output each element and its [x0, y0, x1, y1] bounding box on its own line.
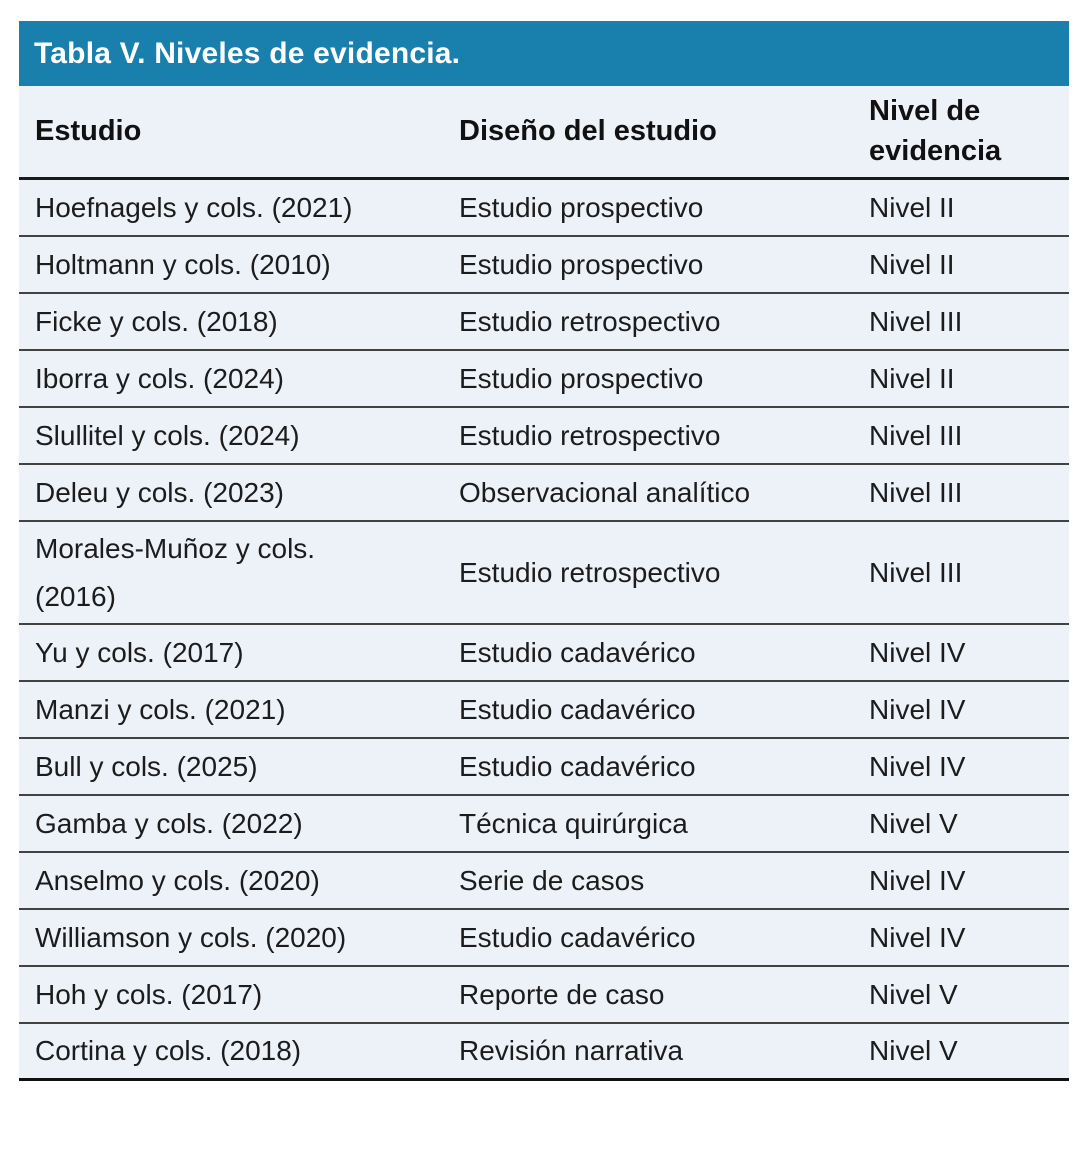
- cell-nivel-de-evidencia: Nivel IV: [869, 921, 966, 953]
- cell-diseno-del-estudio: Observacional analítico: [459, 476, 751, 508]
- table-rows-container: Hoefnagels y cols. (2021) Estudio prospec…: [19, 180, 1069, 1082]
- cell-estudio: Hoh y cols. (2017): [35, 978, 263, 1010]
- column-header-estudio: Estudio: [35, 114, 142, 147]
- cell-estudio: Bull y cols. (2025): [35, 750, 258, 782]
- cell-nivel-de-evidencia: Nivel V: [869, 978, 958, 1010]
- cell-diseno-del-estudio: Estudio retrospectivo: [459, 419, 721, 451]
- cell-estudio: Williamson y cols. (2020): [35, 921, 347, 953]
- cell-nivel-de-evidencia: Nivel II: [869, 248, 955, 280]
- cell-nivel-de-evidencia: Nivel IV: [869, 864, 966, 896]
- table-row: Hoh y cols. (2017) Reporte de caso Nivel V: [19, 967, 1069, 1025]
- cell-diseno-del-estudio: Estudio retrospectivo: [459, 556, 721, 588]
- table-header-row: Estudio Diseño del estudio Nivel de evid…: [19, 86, 1069, 180]
- cell-diseno-del-estudio: Estudio cadavérico: [459, 750, 696, 782]
- column-header-nivel-de-evidencia: Nivel de evidencia: [869, 95, 1002, 167]
- evidence-levels-table: Tabla V. Niveles de evidencia. Estudio D…: [19, 21, 1069, 1082]
- table-title-bar: Tabla V. Niveles de evidencia.: [19, 21, 1069, 86]
- cell-nivel-de-evidencia: Nivel II: [869, 362, 955, 394]
- table-row: Yu y cols. (2017) Estudio cadavérico Nivel…: [19, 625, 1069, 683]
- table-row: Slullitel y cols. (2024) Estudio retrospe…: [19, 408, 1069, 465]
- cell-diseno-del-estudio: Revisión narrativa: [459, 1035, 684, 1067]
- cell-diseno-del-estudio: Estudio cadavérico: [459, 636, 696, 668]
- cell-diseno-del-estudio: Técnica quirúrgica: [459, 807, 688, 839]
- cell-estudio: Cortina y cols. (2018): [35, 1035, 302, 1067]
- table-row: Williamson y cols. (2020) Estudio cadavér…: [19, 910, 1069, 968]
- cell-diseno-del-estudio: Estudio cadavérico: [459, 921, 696, 953]
- table-row: Cortina y cols. (2018) Revisión narrativa…: [19, 1024, 1069, 1082]
- cell-estudio: Gamba y cols. (2022): [35, 807, 303, 839]
- cell-nivel-de-evidencia: Nivel IV: [869, 636, 966, 668]
- cell-estudio: Yu y cols. (2017): [35, 636, 244, 668]
- table-row: Anselmo y cols. (2020) Serie de casos Nive…: [19, 853, 1069, 911]
- table-row: Deleu y cols. (2023) Observacional analít…: [19, 465, 1069, 522]
- cell-nivel-de-evidencia: Nivel III: [869, 556, 963, 588]
- table-body-area: Estudio Diseño del estudio Nivel de evid…: [19, 86, 1069, 1082]
- table-row: Hoefnagels y cols. (2021) Estudio prospec…: [19, 180, 1069, 237]
- cell-diseno-del-estudio: Estudio cadavérico: [459, 693, 696, 725]
- table-row: Holtmann y cols. (2010) Estudio prospecti…: [19, 237, 1069, 294]
- cell-diseno-del-estudio: Serie de casos: [459, 864, 645, 896]
- table-row: Iborra y cols. (2024) Estudio prospectivo…: [19, 351, 1069, 408]
- table-row: Gamba y cols. (2022) Técnica quirúrgica Ni…: [19, 796, 1069, 854]
- column-header-diseno-del-estudio: Diseño del estudio: [459, 114, 717, 147]
- table-row: Manzi y cols. (2021) Estudio cadavérico Ni…: [19, 682, 1069, 740]
- cell-diseno-del-estudio: Estudio prospectivo: [459, 248, 704, 280]
- cell-diseno-del-estudio: Reporte de caso: [459, 978, 665, 1010]
- cell-estudio: Holtmann y cols. (2010): [35, 248, 331, 280]
- cell-nivel-de-evidencia: Nivel II: [869, 191, 955, 223]
- cell-estudio: Manzi y cols. (2021): [35, 693, 286, 725]
- cell-nivel-de-evidencia: Nivel V: [869, 807, 958, 839]
- cell-estudio: Hoefnagels y cols. (2021): [35, 191, 353, 223]
- cell-estudio: Iborra y cols. (2024): [35, 362, 284, 394]
- table-row: Ficke y cols. (2018) Estudio retrospectiv…: [19, 294, 1069, 351]
- cell-diseno-del-estudio: Estudio prospectivo: [459, 191, 704, 223]
- cell-estudio: Deleu y cols. (2023): [35, 476, 285, 508]
- cell-diseno-del-estudio: Estudio retrospectivo: [459, 305, 721, 337]
- cell-estudio: Morales-Muñoz y cols. (2016): [35, 533, 316, 612]
- table-title: Tabla V. Niveles de evidencia.: [34, 36, 461, 70]
- cell-nivel-de-evidencia: Nivel IV: [869, 750, 966, 782]
- cell-nivel-de-evidencia: Nivel III: [869, 476, 963, 508]
- cell-nivel-de-evidencia: Nivel V: [869, 1035, 958, 1067]
- table-row: Bull y cols. (2025) Estudio cadavérico Niv…: [19, 739, 1069, 797]
- cell-estudio: Anselmo y cols. (2020): [35, 864, 320, 896]
- cell-nivel-de-evidencia: Nivel III: [869, 305, 963, 337]
- cell-diseno-del-estudio: Estudio prospectivo: [459, 362, 704, 394]
- cell-nivel-de-evidencia: Nivel III: [869, 419, 963, 451]
- table-row: Morales-Muñoz y cols. (2016) Estudio retr…: [19, 522, 1069, 626]
- cell-estudio: Ficke y cols. (2018): [35, 305, 278, 337]
- cell-nivel-de-evidencia: Nivel IV: [869, 693, 966, 725]
- cell-estudio: Slullitel y cols. (2024): [35, 419, 300, 451]
